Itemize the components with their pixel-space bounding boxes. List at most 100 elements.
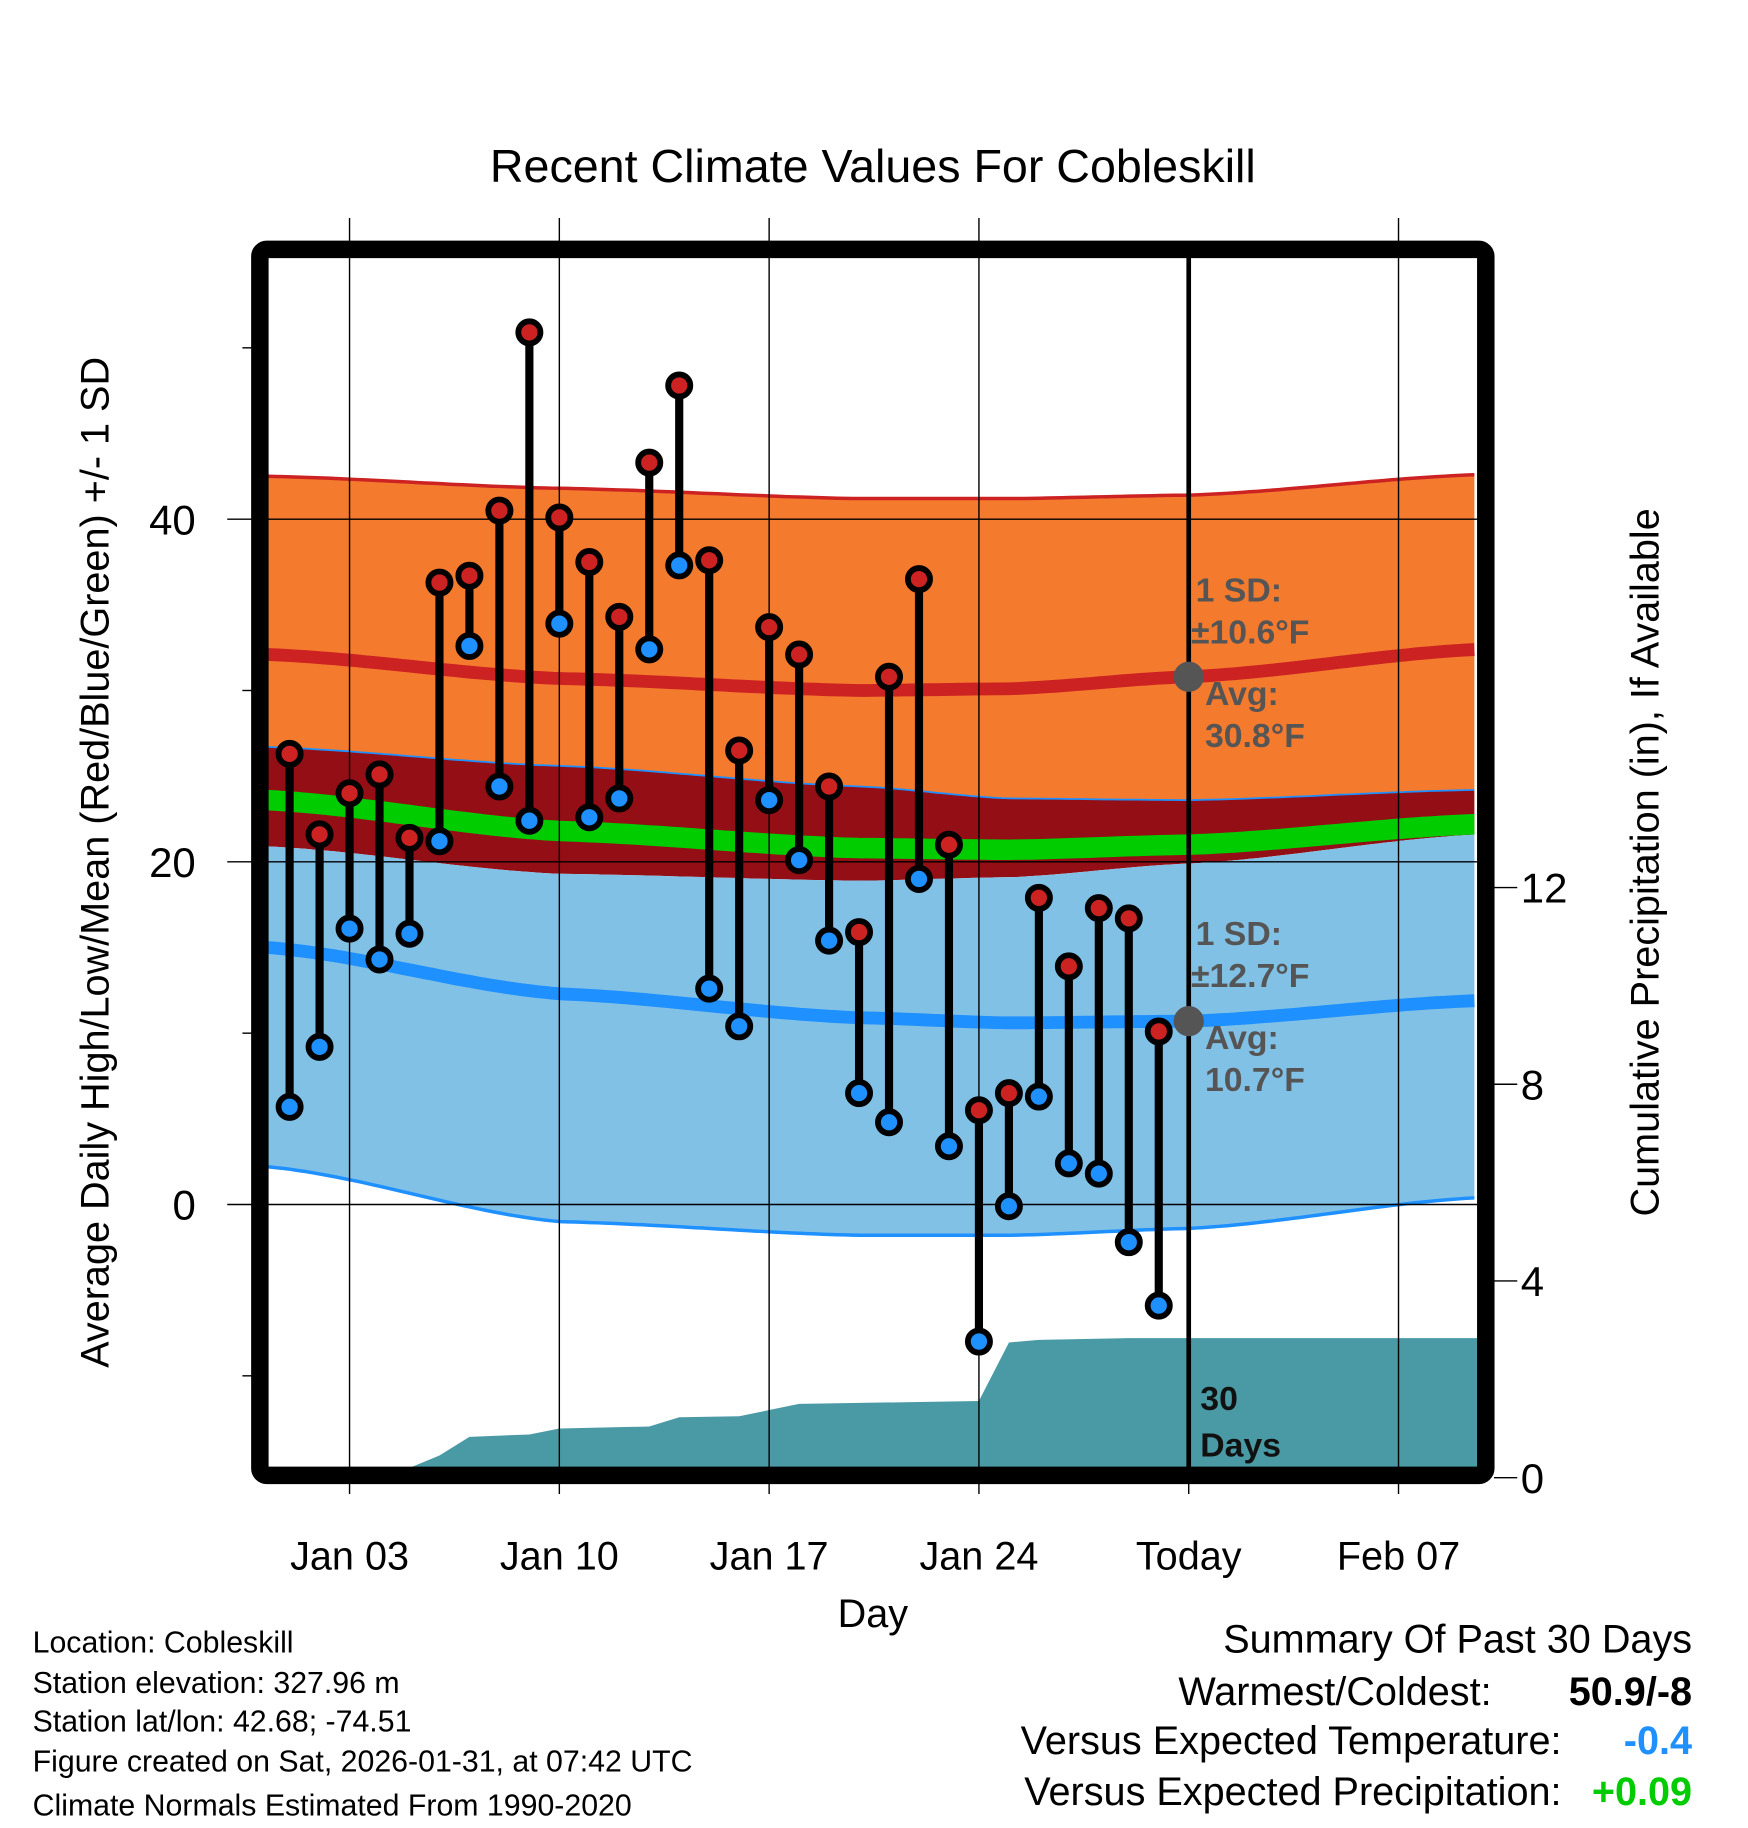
high-point (695, 546, 724, 575)
observations (275, 318, 1173, 1356)
high-point (755, 613, 784, 642)
low-point (305, 1032, 334, 1061)
summary-title: Summary Of Past 30 Days (1223, 1617, 1692, 1661)
low-avg-today-dot (1173, 1006, 1204, 1037)
high-point (1114, 904, 1143, 933)
precip-area (268, 1338, 1478, 1469)
high-point (934, 830, 963, 859)
low-sd-band (268, 834, 1475, 1236)
normal-bands (267, 473, 1475, 1238)
high-point (335, 779, 364, 808)
low-point (605, 784, 634, 813)
high-point (665, 371, 694, 400)
y-tick-label: 20 (149, 839, 196, 886)
high-point (305, 820, 334, 849)
high-point (1084, 894, 1113, 923)
low-point (785, 846, 814, 875)
y2-axis-label: Cumulative Precipitation (in), If Availa… (1623, 508, 1667, 1216)
low-point (695, 974, 724, 1003)
temp-value: -0.4 (1624, 1719, 1692, 1763)
footer: Location: Cobleskill Station elevation: … (33, 1626, 693, 1822)
high-sd-label: 1 SD: (1196, 571, 1282, 609)
low-point (1024, 1082, 1053, 1111)
window-days-number: 30 (1200, 1380, 1238, 1418)
high-point (1024, 883, 1053, 912)
high-point (275, 739, 304, 768)
chart-title: Recent Climate Values For Cobleskill (490, 140, 1256, 192)
axes: 40 20 0 0 4 8 12 Jan 03 Jan 10 Jan 17 Jan 24 Today F… (149, 347, 1568, 1579)
x-tick-label: Jan 10 (500, 1535, 619, 1579)
annotations: 1 SD: ±10.6°F Avg: 30.8°F 1 SD: ±12.7°F … (1191, 571, 1309, 1464)
footer-elevation: Station elevation: 327.96 m (33, 1667, 400, 1700)
low-point (335, 914, 364, 943)
y-tick-label: 0 (172, 1182, 195, 1229)
footer-created: Figure created on Sat, 2026-01-31, at 07… (33, 1745, 693, 1778)
precip-value: +0.09 (1592, 1770, 1692, 1814)
low-point (964, 1327, 993, 1356)
low-point (575, 803, 604, 832)
high-point (635, 448, 664, 477)
low-point (875, 1108, 904, 1137)
high-point (395, 823, 424, 852)
low-point (1054, 1149, 1083, 1178)
precip-cumulative-area (268, 1338, 1478, 1469)
high-point (785, 640, 814, 669)
low-avg-value: 10.7°F (1205, 1061, 1305, 1099)
high-point (845, 918, 874, 947)
high-avg-label: Avg: (1205, 675, 1279, 713)
low-point (275, 1092, 304, 1121)
low-point (934, 1132, 963, 1161)
high-point (545, 503, 574, 532)
low-point (725, 1012, 754, 1041)
high-point (1054, 952, 1083, 981)
x-tick-label: Jan 24 (919, 1535, 1038, 1579)
high-sd-value: ±10.6°F (1191, 613, 1309, 651)
footer-normals: Climate Normals Estimated From 1990-2020 (33, 1790, 632, 1823)
low-point (515, 806, 544, 835)
low-point (545, 609, 574, 638)
high-point (875, 662, 904, 691)
warmest-value: 50.9/-8 (1569, 1670, 1692, 1714)
high-avg-line (267, 643, 1475, 697)
y2-tick-label: 4 (1521, 1258, 1544, 1305)
warmest-label: Warmest/Coldest: (1178, 1670, 1491, 1714)
high-avg-today-dot (1173, 661, 1204, 692)
low-lower-line (267, 1165, 1475, 1238)
high-point (994, 1079, 1023, 1108)
high-lower-line (267, 746, 1475, 802)
y2-tick-label: 8 (1521, 1061, 1544, 1108)
high-point (605, 602, 634, 631)
plot-frame (251, 240, 1495, 1485)
mean-band (268, 789, 1475, 861)
x-tick-label: Jan 17 (710, 1535, 829, 1579)
low-point (425, 827, 454, 856)
high-point (905, 565, 933, 594)
temp-label: Versus Expected Temperature: (1021, 1719, 1562, 1763)
low-point (845, 1079, 874, 1108)
low-avg-line (267, 941, 1475, 1030)
y-tick-label: 40 (149, 496, 196, 543)
high-sd-band (268, 474, 1475, 801)
x-tick-label: Jan 03 (290, 1535, 409, 1579)
low-point (1084, 1159, 1113, 1188)
high-point (575, 548, 604, 576)
low-point (635, 635, 664, 664)
precip-label: Versus Expected Precipitation: (1024, 1770, 1561, 1814)
high-point (815, 772, 844, 801)
high-point (425, 568, 454, 597)
low-point (485, 772, 514, 801)
x-tick-label: Feb 07 (1337, 1535, 1460, 1579)
low-sd-label: 1 SD: (1196, 915, 1282, 953)
high-avg-value: 30.8°F (1205, 717, 1305, 755)
y2-tick-label: 0 (1521, 1455, 1544, 1502)
low-point (665, 551, 694, 580)
y2-tick-label: 12 (1521, 865, 1568, 912)
high-point (515, 318, 544, 347)
high-point (455, 561, 484, 590)
window-days-unit: Days (1200, 1427, 1281, 1465)
footer-latlon: Station lat/lon: 42.68; -74.51 (33, 1706, 412, 1739)
y-axis-label: Average Daily High/Low/Mean (Red/Blue/Gr… (73, 357, 117, 1368)
high-point (365, 760, 394, 789)
low-point (755, 786, 784, 815)
